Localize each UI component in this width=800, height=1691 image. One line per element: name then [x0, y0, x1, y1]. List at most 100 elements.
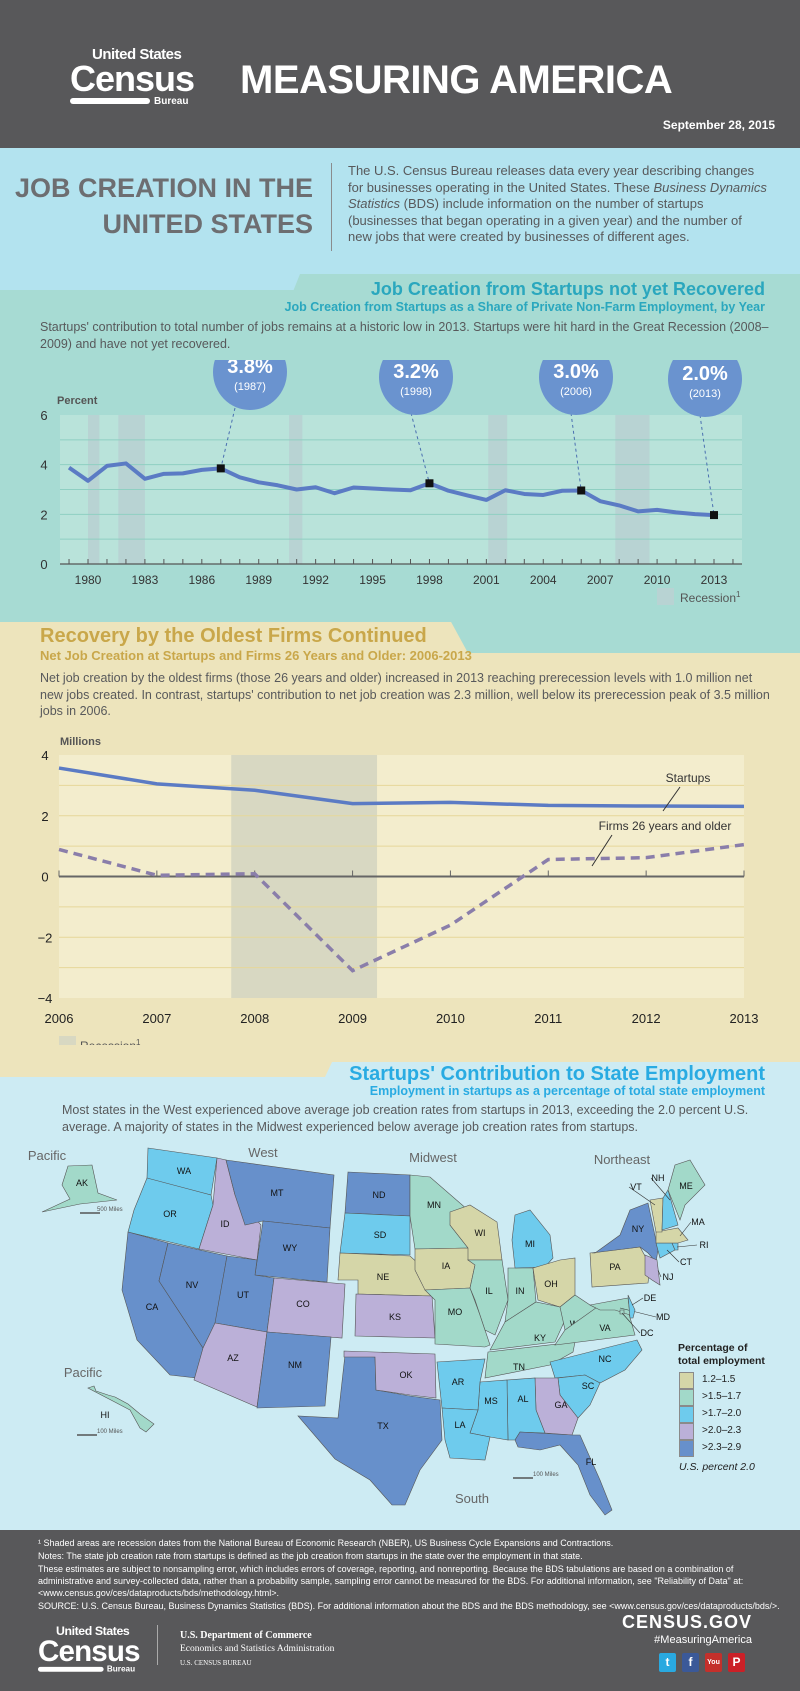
x-tick-label: 2007 [142, 1011, 171, 1026]
state-label: LA [454, 1420, 465, 1430]
census-gov-link[interactable]: CENSUS.GOV [621, 1612, 752, 1632]
state-label: AL [517, 1394, 528, 1404]
map-legend-title: Percentage of total employment [678, 1342, 765, 1367]
region-label: South [455, 1491, 489, 1506]
state-label: MN [427, 1200, 441, 1210]
state-label: WY [283, 1243, 298, 1253]
header [0, 0, 800, 148]
legend-swatch [679, 1423, 694, 1440]
state-sd [339, 1212, 411, 1256]
state-la [441, 1407, 491, 1461]
us-percent: U.S. percent 2.0 [679, 1461, 755, 1473]
annotation-connector [699, 414, 715, 516]
state-nj [644, 1254, 661, 1286]
x-tick-label: 1989 [245, 573, 272, 587]
section-subtitle: Job Creation from Startups as a Share of… [284, 300, 765, 314]
department-text: U.S. Department of Commerce Economics an… [180, 1630, 335, 1667]
label-leader [662, 786, 681, 812]
page-title: MEASURING AMERICA [240, 58, 673, 102]
legend-label: >2.0–2.3 [702, 1425, 742, 1436]
state-ak [41, 1164, 118, 1213]
legend-label: >2.3–2.9 [702, 1442, 742, 1453]
x-tick-label: 2004 [530, 573, 557, 587]
label-leader [666, 1249, 680, 1263]
state-label: ID [221, 1219, 231, 1229]
twitter-icon[interactable]: t [659, 1653, 676, 1672]
intro-section [0, 148, 800, 298]
state-label: WI [475, 1228, 486, 1238]
annotation-value: 3.8% [227, 360, 273, 378]
state-nm [256, 1331, 332, 1409]
census-logo[interactable]: United States Census Bureau [70, 46, 195, 107]
label-leader [628, 1186, 656, 1206]
state-label: UT [237, 1290, 249, 1300]
state-label: GA [554, 1400, 567, 1410]
region-label: Pacific [28, 1148, 67, 1163]
source-note: SOURCE: U.S. Census Bureau, Business Dyn… [38, 1601, 780, 1611]
state-ar [436, 1358, 486, 1411]
state-label: SC [582, 1381, 595, 1391]
state-label: CA [146, 1302, 159, 1312]
section-text: Startups' contribution to total number o… [40, 320, 769, 351]
label-leader [679, 1221, 692, 1237]
x-tick-label: 1986 [188, 573, 215, 587]
census-logo-footer[interactable]: United States Census Bureau [38, 1624, 141, 1675]
state-label: OK [399, 1370, 412, 1380]
state-label: KS [389, 1312, 401, 1322]
publish-date: September 28, 2015 [662, 118, 775, 132]
state-vt [649, 1197, 664, 1233]
state-label: IA [442, 1261, 451, 1271]
state-label: DE [644, 1293, 657, 1303]
x-tick-label: 1998 [416, 573, 443, 587]
section-title: Startups' Contribution to State Employme… [349, 1063, 765, 1085]
facebook-icon[interactable]: f [682, 1653, 699, 1672]
state-label: NJ [663, 1272, 674, 1282]
state-me [667, 1159, 706, 1221]
state-az [193, 1322, 268, 1408]
region-label: West [248, 1145, 278, 1160]
x-tick-label: 2012 [632, 1011, 661, 1026]
state-label: CO [296, 1299, 310, 1309]
x-tick-label: 2007 [587, 573, 614, 587]
state-label: KY [534, 1333, 546, 1343]
state-label: DC [641, 1328, 654, 1338]
scale-label: 100 Miles [97, 1429, 123, 1435]
legend-swatch [679, 1406, 694, 1423]
state-il [467, 1259, 509, 1336]
state-label: SD [374, 1230, 387, 1240]
y-tick-label: 0 [41, 870, 48, 885]
startup-share-chart: 1980 1983 1986 1989 1992 1995 1998 2001 2004 2007… [40, 360, 742, 605]
youtube-icon[interactable]: You [705, 1653, 722, 1672]
state-label: IL [485, 1286, 493, 1296]
label-leader [650, 1177, 671, 1201]
annotation-connector [220, 407, 236, 469]
annotation-connector [570, 412, 582, 491]
reliability-note: These estimates are subject to nonsampli… [38, 1564, 744, 1598]
footnote: ¹ Shaded areas are recession dates from … [38, 1538, 614, 1548]
section-text: Most states in the West experienced abov… [62, 1103, 749, 1134]
state-label: CT [680, 1257, 692, 1267]
annotation-bubble [379, 360, 453, 415]
y-tick-label: 4 [40, 458, 47, 473]
annotation-bubble [539, 360, 613, 415]
legend-swatch [679, 1389, 694, 1406]
state-label: NC [599, 1354, 612, 1364]
section-text: Net job creation by the oldest firms (th… [40, 671, 770, 718]
y-tick-label: −2 [38, 930, 53, 945]
state-label: AK [76, 1178, 88, 1188]
section-title: Job Creation from Startups not yet Recov… [370, 279, 765, 299]
legend-label: >1.5–1.7 [702, 1391, 742, 1402]
legend-label: 1.2–1.5 [702, 1374, 736, 1385]
x-tick-label: 1980 [75, 573, 102, 587]
annotation-year: (1987) [234, 381, 266, 393]
annotation-year: (2006) [560, 386, 592, 398]
legend-label: Recession1 [680, 590, 741, 605]
region-label: Midwest [409, 1150, 457, 1165]
state-map: AK HI WA OR CA NV ID MT WY UT CO AZ NM TX OK ND SD NE KS MN… [28, 1145, 709, 1516]
data-point-marker [216, 464, 225, 473]
x-tick-label: 2009 [338, 1011, 367, 1026]
label-leader [657, 1269, 662, 1278]
state-label: VA [599, 1323, 610, 1333]
series-label-firms-26-plus: Firms 26 years and older [599, 819, 732, 833]
pinterest-icon[interactable]: P [728, 1653, 745, 1672]
